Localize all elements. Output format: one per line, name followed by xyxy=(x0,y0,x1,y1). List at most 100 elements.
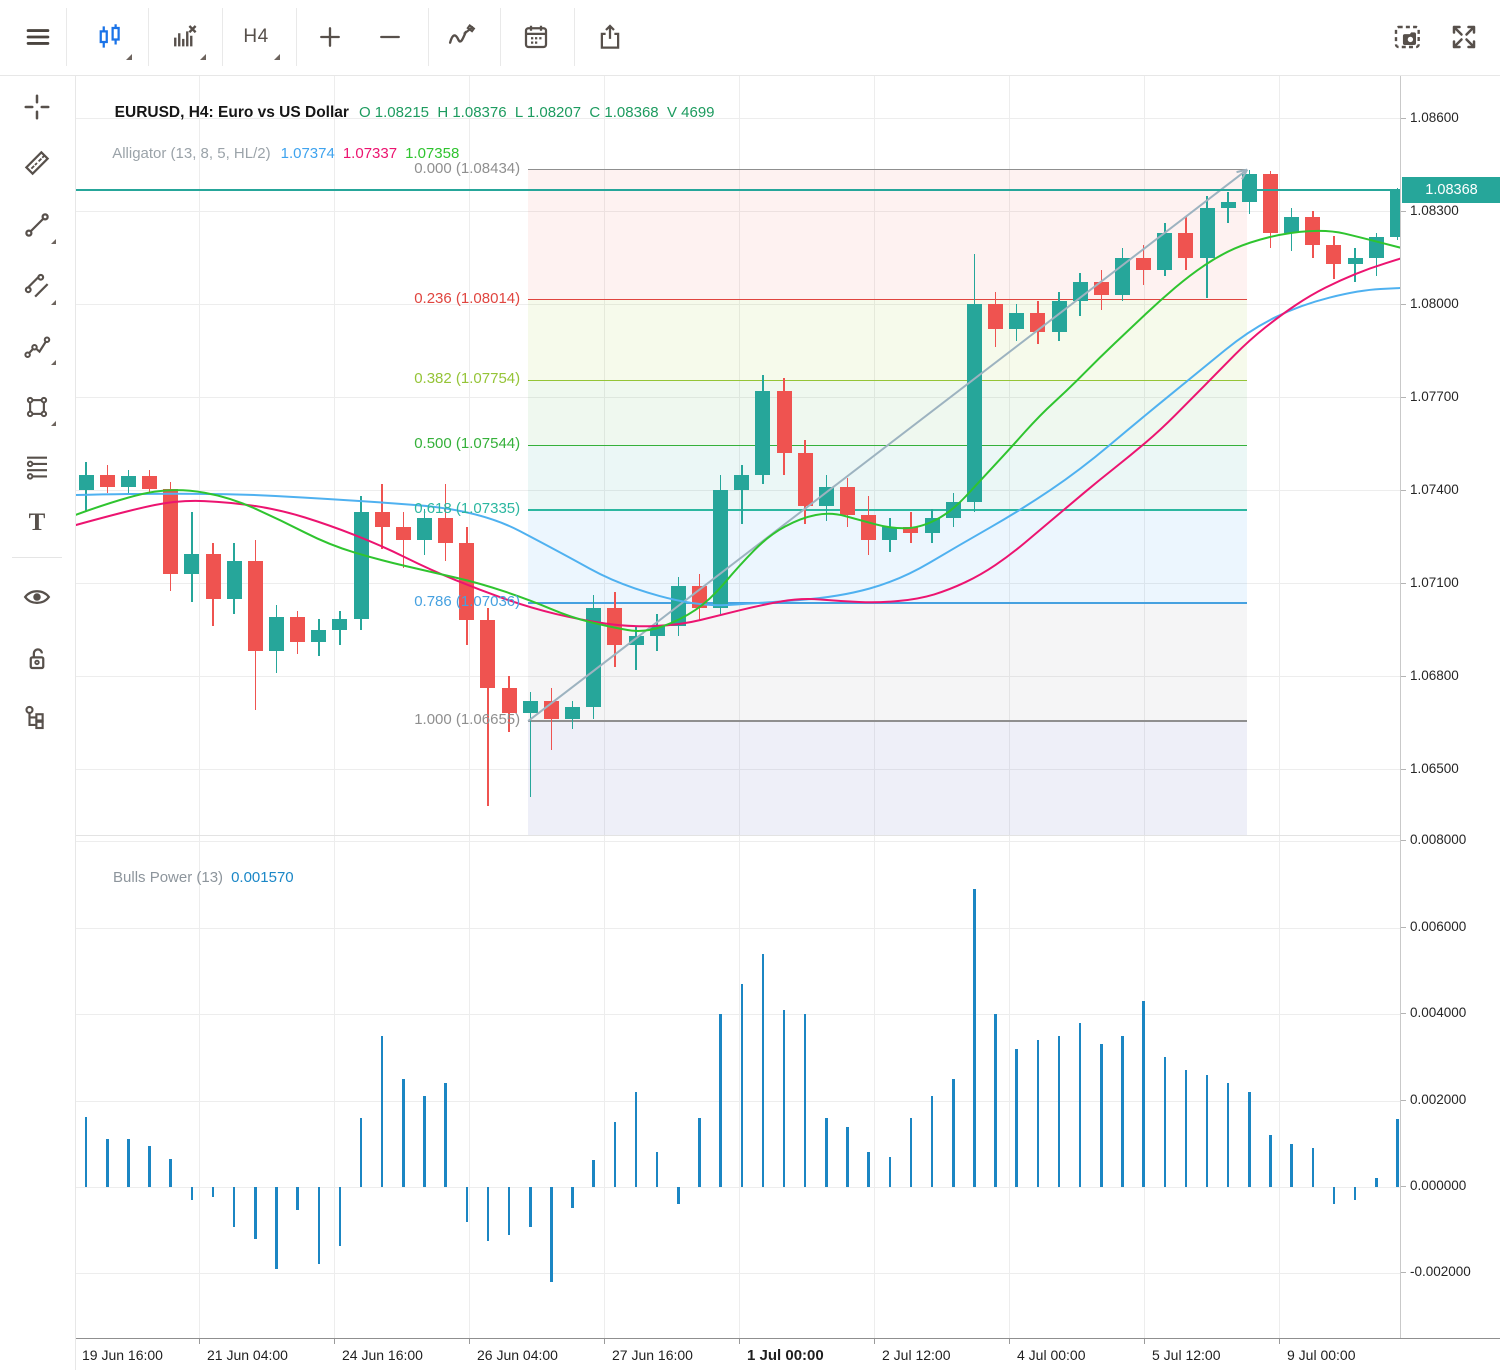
fib-level-label: 0.000 (1.08434) xyxy=(414,159,521,177)
price-tick-label: 1.08600 xyxy=(1410,110,1459,126)
fullscreen-button[interactable] xyxy=(1436,9,1492,65)
time-tick xyxy=(739,1339,740,1344)
candle-body xyxy=(501,688,517,714)
dropdown-caret xyxy=(51,239,56,244)
indicators-bar-chart-icon xyxy=(174,25,197,47)
candle-body xyxy=(882,527,898,540)
bulls-power-bar xyxy=(973,888,976,1187)
price-tick-label: 1.06800 xyxy=(1410,668,1459,684)
candle-wick xyxy=(529,691,531,797)
line-studies-icon xyxy=(448,24,476,44)
toolbar-separator xyxy=(574,8,575,66)
alligator-label: Alligator (13, 8, 5, HL/2) xyxy=(112,145,271,162)
bulls-power-bar xyxy=(359,1117,363,1187)
calendar-icon xyxy=(524,25,548,49)
calendar-button[interactable] xyxy=(508,9,564,65)
gridline-horizontal xyxy=(75,927,1400,929)
bulls-power-bar xyxy=(1269,1135,1272,1187)
bulls-power-bar xyxy=(529,1187,532,1228)
price-tick-mark xyxy=(1401,397,1406,399)
screenshot-camera-icon xyxy=(1394,25,1420,49)
time-tick-label: 27 Jun 16:00 xyxy=(612,1347,693,1363)
candle-body xyxy=(649,626,665,636)
indicators-button[interactable] xyxy=(156,9,212,65)
bulls-power-bar xyxy=(930,1096,934,1187)
candle-body xyxy=(1263,173,1278,233)
candlestick-chart-icon xyxy=(99,24,120,48)
zoom-out-button[interactable] xyxy=(362,9,418,65)
bulls-power-bar xyxy=(423,1096,426,1187)
candle-body xyxy=(628,635,644,646)
fibonacci-tool[interactable] xyxy=(15,445,59,489)
bulls-power-bar xyxy=(1311,1148,1315,1187)
bulls-power-bar xyxy=(402,1079,405,1187)
candle-body xyxy=(1389,190,1400,238)
gridline-horizontal xyxy=(75,841,1400,843)
bulls-power-bar xyxy=(846,1126,849,1187)
bulls-power-bar xyxy=(740,983,743,1187)
time-tick-label: 21 Jun 04:00 xyxy=(207,1347,288,1363)
bulls-power-bar xyxy=(148,1145,151,1187)
lock-objects-button[interactable] xyxy=(15,636,59,680)
bulls-power-bar xyxy=(952,1079,955,1187)
bulls-power-bar xyxy=(317,1187,320,1265)
price-axis[interactable]: 1.08368 1.08600 1.08300 1.08000 1.07700 1.07… xyxy=(1400,75,1500,1338)
bulls-power-bar xyxy=(994,1014,997,1187)
line-studies-button[interactable] xyxy=(434,9,490,65)
candle-body xyxy=(395,527,411,540)
bulls-power-bar xyxy=(1332,1187,1336,1205)
bulls-power-bar xyxy=(613,1122,617,1187)
share-button[interactable] xyxy=(582,9,638,65)
object-list-button[interactable] xyxy=(15,696,59,740)
timeframe-button[interactable]: H4 xyxy=(228,9,284,65)
candle-body xyxy=(755,390,771,475)
candle-body xyxy=(120,476,136,487)
candle-body xyxy=(522,700,538,714)
time-tick-label: 4 Jul 00:00 xyxy=(1017,1347,1086,1363)
trendline-tool[interactable] xyxy=(15,203,59,247)
fib-level-line xyxy=(528,379,1248,382)
rectangle-tool[interactable] xyxy=(15,385,59,429)
candle-body xyxy=(1136,257,1152,270)
indicator-tick-label: 0.002000 xyxy=(1410,1091,1467,1107)
gridline-vertical xyxy=(874,836,875,1339)
text-tool[interactable]: T xyxy=(15,500,59,544)
gridline-vertical xyxy=(469,836,470,1339)
candle-body xyxy=(1199,207,1215,258)
time-axis[interactable]: 19 Jun 16:00 21 Jun 04:00 24 Jun 16:00 26 J… xyxy=(75,1338,1500,1370)
crosshair-tool[interactable] xyxy=(15,85,59,129)
fib-level-label: 1.000 (1.06655) xyxy=(414,711,521,729)
polyline-tool[interactable] xyxy=(15,324,59,368)
alligator-header: Alligator (13, 8, 5, HL/2) 1.07374 1.07337… xyxy=(88,128,459,179)
screenshot-button[interactable] xyxy=(1380,9,1436,65)
candle-body xyxy=(1368,237,1384,258)
indicator-tick-label: 0.006000 xyxy=(1410,918,1467,934)
bulls-power-bar xyxy=(127,1138,130,1187)
candle-body xyxy=(924,517,940,534)
time-tick xyxy=(334,1339,335,1344)
channel-tool[interactable] xyxy=(15,264,59,308)
fib-level-label: 0.236 (1.08014) xyxy=(414,289,521,307)
time-tick-label: 1 Jul 00:00 xyxy=(747,1347,824,1364)
time-tick-label: 5 Jul 12:00 xyxy=(1152,1347,1221,1363)
zoom-in-button[interactable] xyxy=(302,9,358,65)
bulls-power-bar xyxy=(1353,1187,1357,1200)
toolbar-separator xyxy=(296,8,297,66)
price-tick-label: 1.06500 xyxy=(1410,761,1459,777)
indicator-tick-mark xyxy=(1401,926,1406,928)
candle-body xyxy=(1093,282,1109,295)
fib-level-line xyxy=(528,602,1248,604)
chart-type-button[interactable] xyxy=(82,9,138,65)
symbol-title: EURUSD, H4: Euro vs US Dollar xyxy=(114,104,349,121)
candle-body xyxy=(543,700,559,720)
price-chart-pane[interactable]: EURUSD, H4: Euro vs US Dollar O 1.08215 H… xyxy=(75,75,1400,835)
ruler-tool[interactable] xyxy=(15,141,59,185)
candle-body xyxy=(734,474,750,491)
time-tick xyxy=(1279,1339,1280,1344)
candle-body xyxy=(1114,257,1130,295)
toggle-objects-visibility[interactable] xyxy=(15,575,59,619)
bulls-power-pane[interactable]: Bulls Power (13) 0.001570 xyxy=(75,835,1400,1339)
bulls-power-bar xyxy=(1375,1178,1378,1187)
bulls-power-bar xyxy=(803,1014,807,1187)
menu-button[interactable] xyxy=(10,9,66,65)
